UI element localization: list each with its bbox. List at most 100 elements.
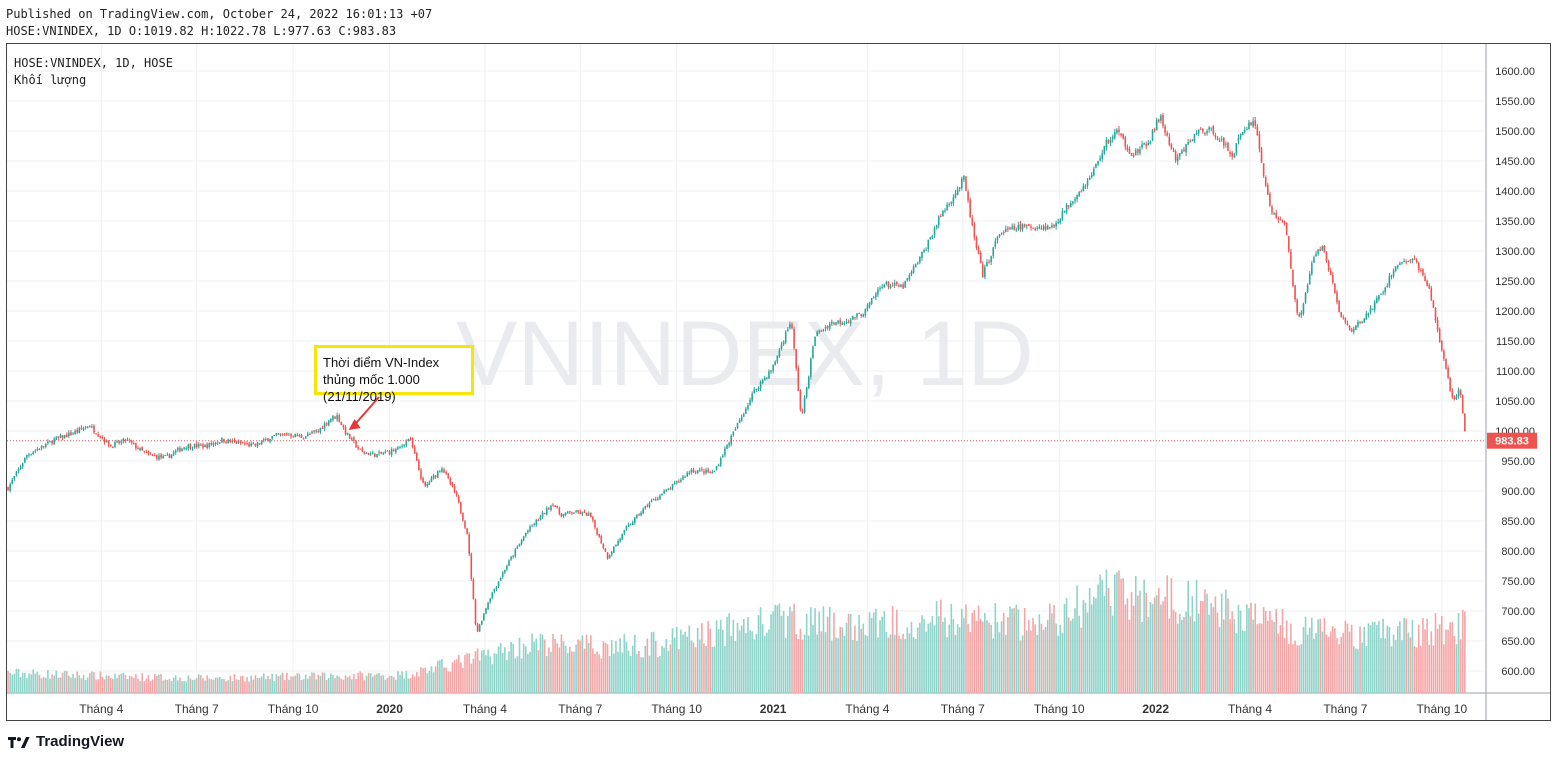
volume-bar <box>365 675 368 693</box>
candle-body <box>1168 136 1171 145</box>
volume-bar <box>527 653 529 693</box>
volume-bar <box>478 660 481 693</box>
volume-bar <box>1149 602 1152 693</box>
volume-bar <box>348 675 351 693</box>
volume-bar <box>566 653 569 693</box>
volume-bar <box>99 671 102 693</box>
candle-body <box>772 364 774 371</box>
volume-bar <box>1252 619 1254 693</box>
tradingview-logo[interactable]: TradingView <box>8 733 124 750</box>
volume-bar <box>497 646 500 693</box>
candle-body <box>1365 313 1368 320</box>
volume-bar <box>927 623 930 693</box>
volume-bar <box>464 654 466 693</box>
volume-bar <box>13 673 16 693</box>
volume-bar <box>675 626 678 693</box>
volume-bar <box>711 646 714 693</box>
volume-bar <box>1420 645 1422 693</box>
candle-body <box>1231 152 1233 157</box>
volume-bar <box>472 658 475 693</box>
volume-bar <box>1137 595 1139 693</box>
candle-body <box>621 533 624 540</box>
volume-bar <box>149 681 152 693</box>
volume-bar <box>950 603 953 693</box>
x-tick-label: 2020 <box>376 702 403 716</box>
y-tick-label: 1400.00 <box>1495 186 1535 198</box>
candle-body <box>675 481 678 483</box>
volume-bar <box>870 617 873 693</box>
candle-body <box>422 478 424 483</box>
candle-body <box>1413 258 1416 260</box>
candle-body <box>338 415 341 422</box>
candle-body <box>426 483 429 487</box>
candle-body <box>610 552 613 555</box>
candle-body <box>1283 220 1286 225</box>
candle-body <box>543 513 546 515</box>
volume-bar <box>652 631 655 693</box>
volume-bar <box>401 671 403 693</box>
candle-body <box>36 449 39 451</box>
volume-bar <box>1355 648 1357 693</box>
candle-body <box>478 624 481 632</box>
volume-bar <box>1260 623 1263 693</box>
candle-body <box>1313 257 1315 263</box>
x-tick-label: Tháng 7 <box>175 702 219 716</box>
volume-bar <box>1220 593 1223 693</box>
volume-bar <box>1361 642 1363 693</box>
candle-body <box>1229 151 1231 155</box>
volume-bar <box>908 633 911 693</box>
candle-body <box>1007 228 1009 230</box>
volume-bar <box>889 634 892 693</box>
volume-bar <box>1225 589 1227 693</box>
volume-bar <box>395 679 397 693</box>
candle-body <box>843 322 846 325</box>
candle-body <box>353 437 355 441</box>
candle-body <box>594 520 596 528</box>
candle-body <box>1130 153 1133 157</box>
candle-body <box>168 454 171 458</box>
candle-body <box>130 440 133 443</box>
candle-body <box>126 439 129 441</box>
volume-bar <box>508 651 510 693</box>
candle-body <box>315 430 317 432</box>
candle-body <box>462 512 464 521</box>
volume-bar <box>300 680 303 693</box>
candle-body <box>1384 287 1387 293</box>
volume-bar <box>826 616 829 693</box>
x-tick-label: Tháng 4 <box>79 702 123 716</box>
x-tick-label: 2021 <box>760 702 787 716</box>
candle-body <box>818 330 821 333</box>
candle-body <box>904 281 906 288</box>
candle-body <box>589 512 592 518</box>
volume-bar <box>1306 634 1309 693</box>
volume-bar <box>101 676 104 693</box>
volume-bar <box>311 672 313 693</box>
candle-body <box>1197 129 1200 134</box>
candle-body <box>399 447 401 449</box>
candle-body <box>875 293 877 298</box>
volume-bar <box>1231 611 1233 693</box>
volume-bar <box>898 635 900 693</box>
candle-body <box>1380 293 1382 295</box>
volume-bar <box>715 620 718 693</box>
candle-body <box>495 586 498 590</box>
candle-body <box>713 471 716 473</box>
volume-bar <box>531 633 533 693</box>
volume-bar <box>1057 635 1060 693</box>
candle-body <box>28 454 30 456</box>
candle-body <box>424 482 426 486</box>
volume-bar <box>334 678 336 693</box>
volume-bar <box>705 645 707 693</box>
volume-bar <box>177 680 179 693</box>
volume-bar <box>107 675 110 693</box>
volume-bar <box>948 624 951 693</box>
candle-body <box>290 433 292 437</box>
candle-body <box>21 463 24 467</box>
candle-body <box>766 377 768 379</box>
volume-bar <box>1164 596 1166 693</box>
candle-body <box>441 468 443 472</box>
candle-body <box>1438 328 1441 343</box>
volume-bar <box>1384 638 1387 693</box>
volume-bar <box>327 677 330 693</box>
